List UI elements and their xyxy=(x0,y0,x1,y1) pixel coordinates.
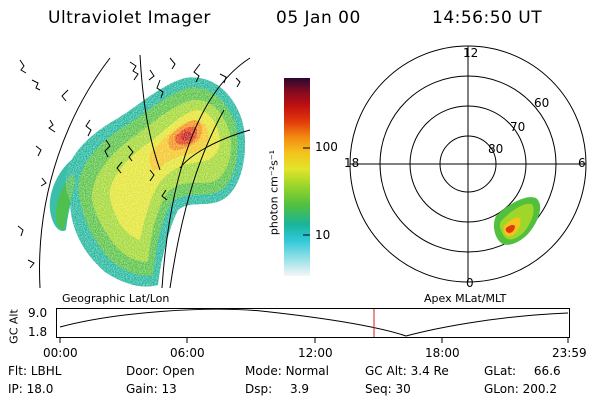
time-label: 14:56:50 UT xyxy=(432,8,543,28)
orbit-x-label-0000: 00:00 xyxy=(43,346,78,360)
dsp-value: 3.9 xyxy=(289,382,310,396)
orbit-x-label-1200: 12:00 xyxy=(298,346,333,360)
status-seq: Seq: 30 xyxy=(365,382,411,396)
colorbar-tick-label-100: 100 xyxy=(315,140,338,154)
status-gain: Gain: 13 xyxy=(126,382,177,396)
mlt-label-6: 6 xyxy=(578,156,586,170)
mlt-label-18: 18 xyxy=(344,156,360,170)
colorbar-gradient xyxy=(284,78,310,276)
orbit-y-tick-low: 1.8 xyxy=(28,325,48,339)
glat-label: GLat: xyxy=(484,364,517,378)
mlt-label-12: 12 xyxy=(463,46,479,60)
colorbar-tick-label-10: 10 xyxy=(315,228,331,242)
orbit-y-tick-high: 9.0 xyxy=(28,306,48,320)
gcalt-value: 3.4 Re xyxy=(410,364,449,378)
polar-aurora-blob xyxy=(493,197,541,245)
status-flt: Flt: LBHL xyxy=(8,364,61,378)
orbit-x-label-2359: 23:59 xyxy=(552,346,587,360)
orbit-ylabel-box: GC Alt xyxy=(2,306,28,346)
seq-label: Seq: xyxy=(365,382,392,396)
geographic-aurora-image xyxy=(17,54,251,289)
aurora-oval xyxy=(49,77,246,287)
mode-label: Mode: xyxy=(245,364,282,378)
orbit-plot-frame xyxy=(56,308,570,338)
mlat-label-80: 80 xyxy=(488,142,504,156)
geographic-caption: Geographic Lat/Lon xyxy=(62,292,170,305)
ip-label: IP: xyxy=(8,382,23,396)
glat-value: 66.6 xyxy=(533,364,561,378)
dsp-label: Dsp: xyxy=(245,382,273,396)
status-dsp: Dsp: 3.9 xyxy=(245,382,309,396)
flt-label: Flt: xyxy=(8,364,27,378)
orbit-x-label-1800: 18:00 xyxy=(425,346,460,360)
status-mode: Mode: Normal xyxy=(245,364,329,378)
status-glat: GLat: 66.6 xyxy=(484,364,561,378)
flt-value: LBHL xyxy=(30,364,62,378)
seq-value: 30 xyxy=(395,382,411,396)
orbit-altitude-curve xyxy=(59,308,569,337)
orbit-x-label-0600: 06:00 xyxy=(170,346,205,360)
glon-label: GLon: xyxy=(484,382,519,396)
instrument-title: Ultraviolet Imager xyxy=(48,8,211,28)
mlat-label-70: 70 xyxy=(510,120,526,134)
gain-label: Gain: xyxy=(126,382,158,396)
mlat-label-60: 60 xyxy=(534,96,550,110)
gain-value: 13 xyxy=(161,382,177,396)
ip-value: 18.0 xyxy=(26,382,54,396)
orbit-ylabel: GC Alt xyxy=(7,309,21,344)
status-glon: GLon: 200.2 xyxy=(484,382,557,396)
status-ip: IP: 18.0 xyxy=(8,382,53,396)
mlt-label-0: 0 xyxy=(466,276,474,290)
date-label: 05 Jan 00 xyxy=(276,8,361,28)
glon-value: 200.2 xyxy=(522,382,557,396)
status-gcalt: GC Alt: 3.4 Re xyxy=(365,364,449,378)
polar-mlat-mlt-plot xyxy=(349,45,587,283)
apex-caption: Apex MLat/MLT xyxy=(424,292,507,305)
coastline-outlines xyxy=(17,57,241,269)
colorbar-unit-label: photon cm⁻²s⁻¹ xyxy=(267,149,281,236)
geographic-grid-lines xyxy=(39,54,251,289)
mode-value: Normal xyxy=(285,364,329,378)
orbit-altitude-plot xyxy=(56,308,570,343)
door-label: Door: xyxy=(126,364,159,378)
status-door: Door: Open xyxy=(126,364,195,378)
door-value: Open xyxy=(162,364,195,378)
gcalt-label: GC Alt: xyxy=(365,364,407,378)
